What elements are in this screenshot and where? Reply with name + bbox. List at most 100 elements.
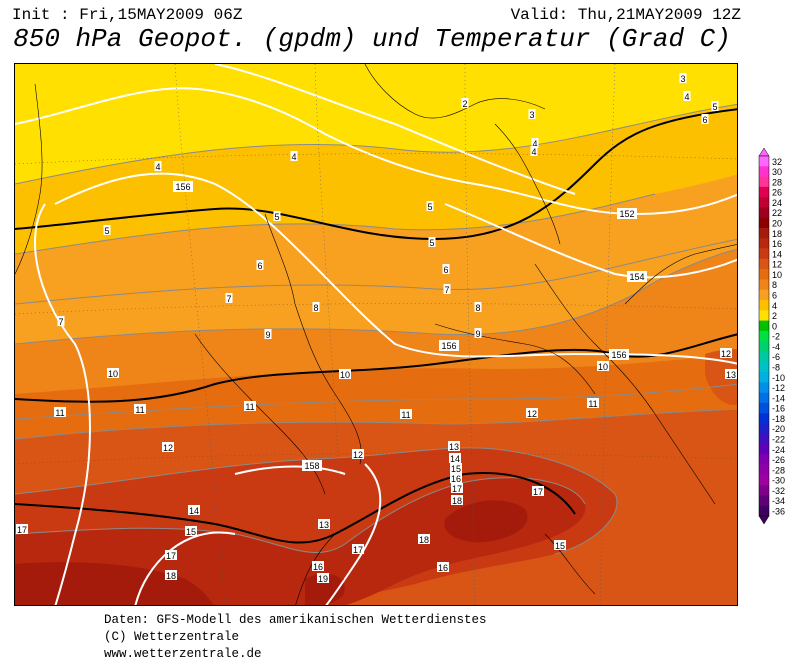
isotherm-label: 3 bbox=[529, 110, 534, 120]
isotherm-label-bg bbox=[448, 441, 460, 451]
legend-swatch bbox=[759, 505, 769, 517]
legend-value: -10 bbox=[772, 373, 785, 383]
isotherm-label: 4 bbox=[531, 147, 536, 157]
isotherm-label: 3 bbox=[680, 74, 685, 84]
isotherm-label: 9 bbox=[265, 330, 270, 340]
footer-copyright: (C) Wetterzentrale bbox=[104, 630, 240, 644]
legend-swatch bbox=[759, 433, 769, 445]
isotherm-label: 16 bbox=[438, 563, 448, 573]
legend-swatch bbox=[759, 464, 769, 476]
isotherm-label-bg bbox=[683, 91, 691, 101]
isotherm-label: 13 bbox=[319, 520, 329, 530]
legend-value: -26 bbox=[772, 455, 785, 465]
isotherm-label: 5 bbox=[427, 202, 432, 212]
legend-swatch bbox=[759, 300, 769, 311]
isotherm-label-bg bbox=[256, 260, 264, 270]
isotherm-label-bg bbox=[554, 540, 566, 550]
temperature-legend: 32 30 28 26 24 22 20 18 16 14 12 10 8 6 4 2 0 -2 -4 -6 -8 -10… bbox=[757, 147, 807, 525]
isotherm-label: 6 bbox=[702, 115, 707, 125]
legend-swatch bbox=[759, 413, 769, 424]
isotherm-label-bg bbox=[312, 561, 324, 571]
isotherm-label-bg bbox=[597, 361, 609, 371]
isotherm-label: 7 bbox=[444, 285, 449, 295]
legend-swatch bbox=[759, 382, 769, 393]
isotherm-label: 18 bbox=[166, 571, 176, 581]
isotherm-label: 4 bbox=[155, 162, 160, 172]
isotherm-label: 11 bbox=[401, 410, 410, 420]
isotherm-label: 11 bbox=[55, 408, 64, 418]
legend-value: -16 bbox=[772, 404, 785, 414]
legend-swatch bbox=[759, 474, 769, 486]
band-12-east bbox=[705, 349, 737, 405]
isotherm-label: 19 bbox=[318, 574, 328, 584]
legend-swatch bbox=[759, 454, 769, 465]
isotherm-label: 6 bbox=[443, 265, 448, 275]
legend-swatch bbox=[759, 423, 769, 435]
legend-swatch bbox=[759, 166, 769, 177]
isotherm-label-bg bbox=[400, 409, 412, 419]
isotherm-label-bg bbox=[679, 73, 687, 83]
isotherm-label: 17 bbox=[166, 551, 176, 561]
legend-bottom-arrow bbox=[758, 515, 770, 525]
legend-swatch bbox=[759, 176, 769, 188]
isotherm-label-bg bbox=[154, 161, 162, 171]
geopotential-label: 156 bbox=[175, 182, 190, 192]
isotherm-label-bg bbox=[532, 486, 544, 496]
isotherm-label-bg bbox=[450, 473, 462, 483]
isotherm-label: 6 bbox=[257, 261, 262, 271]
isotherm-label-bg bbox=[426, 201, 434, 211]
legend-value: -20 bbox=[772, 424, 785, 434]
isotherm-label: 16 bbox=[451, 474, 461, 484]
legend-swatch bbox=[759, 197, 769, 208]
legend-swatch bbox=[759, 444, 769, 455]
legend-value: 0 bbox=[772, 321, 777, 331]
legend-swatch bbox=[759, 402, 769, 414]
legend-swatch bbox=[759, 392, 769, 404]
isotherm-label-bg bbox=[318, 519, 330, 529]
legend-swatch bbox=[759, 217, 769, 229]
isotherm-label-bg bbox=[701, 114, 709, 124]
legend-value: 8 bbox=[772, 280, 777, 290]
legend-value: 20 bbox=[772, 219, 782, 229]
isotherm-label: 9 bbox=[475, 329, 480, 339]
geopotential-label: 156 bbox=[441, 341, 456, 351]
isotherm-label-bg bbox=[474, 302, 482, 312]
isotherm-label: 14 bbox=[189, 506, 199, 516]
footer-data-source: Daten: GFS-Modell des amerikanischen Wet… bbox=[104, 613, 487, 627]
legend-value: 6 bbox=[772, 291, 777, 301]
legend-value: 30 bbox=[772, 167, 782, 177]
legend-value: -14 bbox=[772, 393, 785, 403]
legend-value: -8 bbox=[772, 363, 780, 373]
isotherm-label-bg bbox=[725, 369, 737, 379]
isotherm-label: 12 bbox=[721, 349, 731, 359]
isotherm-label: 13 bbox=[726, 370, 736, 380]
isotherm-label-bg bbox=[290, 151, 298, 161]
isotherm-label: 2 bbox=[462, 99, 467, 109]
isotherm-label: 8 bbox=[313, 303, 318, 313]
isotherm-label: 4 bbox=[684, 92, 689, 102]
legend-swatch bbox=[759, 495, 769, 507]
isotherm-label: 7 bbox=[226, 294, 231, 304]
isotherm-label: 5 bbox=[104, 226, 109, 236]
isotherm-label-bg bbox=[711, 101, 719, 111]
legend-value: -12 bbox=[772, 383, 785, 393]
legend-swatch bbox=[759, 156, 769, 167]
isotherm-label-bg bbox=[57, 316, 65, 326]
init-time: Init : Fri,15MAY2009 06Z bbox=[12, 6, 243, 24]
isotherm-label-bg bbox=[461, 98, 469, 108]
isotherm-label-bg bbox=[225, 293, 233, 303]
geopotential-label-bg bbox=[439, 340, 459, 351]
isotherm-label: 15 bbox=[451, 464, 461, 474]
legend-value: -4 bbox=[772, 342, 780, 352]
legend-swatch bbox=[759, 330, 769, 342]
isotherm-label-bg bbox=[107, 368, 119, 378]
legend-swatch bbox=[759, 310, 769, 321]
borders bbox=[15, 64, 737, 605]
legend-swatch bbox=[759, 228, 769, 239]
isotherm-label: 10 bbox=[598, 362, 608, 372]
legend-value: 22 bbox=[772, 208, 782, 218]
isotherm-label: 10 bbox=[108, 369, 118, 379]
